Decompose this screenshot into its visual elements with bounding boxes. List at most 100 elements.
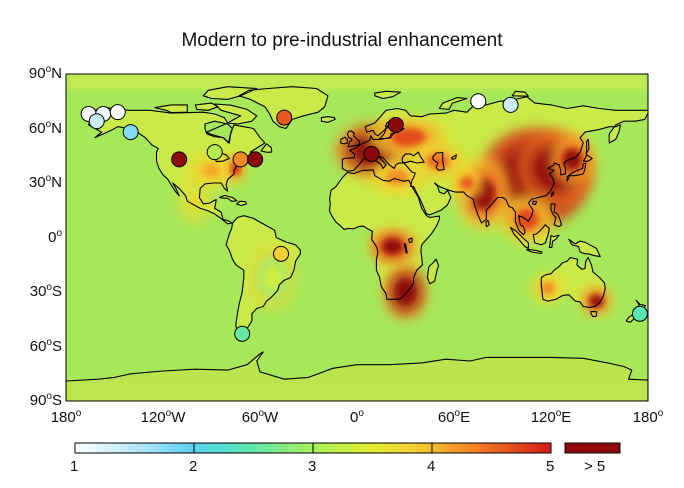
- hotspot-core-12: [540, 282, 555, 295]
- sakhalin-coast: [585, 138, 590, 155]
- lat-label-hemisphere: S: [51, 283, 62, 300]
- lat-label: 30oS: [30, 282, 62, 300]
- site-marker-9: [276, 109, 293, 126]
- site-marker-10: [273, 245, 290, 262]
- degree-symbol: o: [454, 408, 461, 419]
- lat-label-value: 30: [28, 174, 46, 191]
- coastlines: [66, 86, 648, 401]
- great-britain-coast: [346, 130, 360, 148]
- newfoundland-coast: [260, 143, 273, 153]
- degree-symbol: o: [555, 408, 562, 419]
- lat-label-value: 90: [28, 65, 46, 82]
- enhancement-hotspots: [178, 115, 613, 320]
- site-marker-12: [363, 145, 380, 162]
- colorbar-tick-label: 4: [427, 458, 436, 475]
- novaya-zemlya-coast: [438, 97, 468, 110]
- victoria-coast: [408, 237, 413, 244]
- colorbar-overflow-swatch: [564, 442, 621, 454]
- lat-label-value: 0: [48, 228, 57, 246]
- site-marker-13: [387, 116, 404, 133]
- ellesmere-land: [203, 86, 257, 100]
- madagascar-land: [427, 259, 439, 284]
- java-land: [526, 249, 543, 254]
- taiwan-coast: [550, 191, 554, 198]
- java-coast: [526, 248, 543, 255]
- lat-label-value: 60: [29, 337, 47, 355]
- canada-arctic-2-coast: [194, 102, 219, 111]
- lon-label-value: 0: [350, 409, 359, 426]
- sumatra-coast: [510, 226, 529, 249]
- borneo-coast: [532, 224, 550, 246]
- baffin-coast: [214, 103, 258, 125]
- ellesmere-coast: [202, 86, 258, 100]
- hainan-coast: [531, 200, 538, 205]
- hotspot-core-8: [386, 169, 409, 186]
- hotspot-core-2: [562, 149, 582, 170]
- lon-label-value: 60: [437, 409, 455, 426]
- site-marker-4: [88, 113, 105, 130]
- colorbar-tick-label: 3: [308, 458, 317, 475]
- lon-label-value: 60: [241, 409, 259, 426]
- sri-lanka-coast: [485, 219, 490, 228]
- hotspot-core-16: [188, 192, 203, 211]
- hotspot-core-9: [396, 280, 415, 304]
- degree-symbol: o: [165, 408, 172, 419]
- hispaniola-coast: [236, 200, 247, 207]
- hotspot-core-17: [263, 264, 282, 291]
- lon-label: 120oE: [531, 408, 572, 426]
- lon-label: 120oW: [141, 408, 186, 426]
- site-marker-14: [470, 93, 487, 110]
- site-marker-16: [631, 305, 648, 322]
- hotspot-core-4: [460, 176, 474, 190]
- aral-coast: [451, 154, 457, 160]
- antarctica-land: [66, 351, 648, 401]
- degree-symbol: o: [46, 282, 52, 293]
- sulawesi-coast: [548, 234, 560, 249]
- lon-label-hemisphere: E: [561, 409, 572, 426]
- lat-label-hemisphere: S: [51, 392, 62, 409]
- lat-label: 0o: [48, 228, 62, 246]
- lon-label-value: 180: [632, 409, 658, 426]
- lon-label: 60oW: [242, 408, 278, 426]
- lon-label-value: 180: [50, 409, 76, 426]
- site-marker-6: [206, 144, 223, 161]
- lat-label: 90oN: [29, 64, 62, 82]
- degree-symbol: o: [45, 173, 52, 184]
- lon-label-value: 120: [140, 409, 166, 426]
- lon-label: 180o: [633, 408, 664, 426]
- svalbard-coast: [374, 90, 402, 100]
- degree-symbol: o: [75, 408, 82, 419]
- black-sea-coast: [401, 151, 425, 164]
- iceland-coast: [320, 116, 336, 123]
- madagascar-coast: [426, 258, 440, 285]
- hotspot-core-14: [201, 162, 222, 178]
- site-marker-11: [234, 325, 251, 342]
- colorbar-overflow-label: > 5: [584, 458, 606, 475]
- site-marker-2: [109, 104, 126, 121]
- antarctica-coast: [66, 351, 648, 401]
- lat-label-value: 90: [29, 392, 47, 409]
- colorbar-tick-label: 1: [70, 458, 79, 475]
- degree-symbol: o: [258, 408, 265, 419]
- japan-honshu-coast: [566, 162, 587, 182]
- japan-hokkaido-coast: [582, 154, 593, 162]
- ice-core-sites: [80, 93, 648, 342]
- site-marker-8: [247, 151, 264, 168]
- lat-label-hemisphere: S: [51, 337, 62, 355]
- colorbar-tick-label: 2: [189, 458, 198, 475]
- lon-label-hemisphere: E: [460, 409, 471, 426]
- degree-symbol: o: [56, 227, 62, 239]
- philippines-coast: [550, 203, 563, 228]
- cuba-coast: [219, 194, 238, 202]
- colorbar: [74, 442, 621, 454]
- australia-coast: [540, 256, 606, 308]
- lon-label-value: 120: [530, 409, 556, 426]
- lon-label: 180o: [51, 408, 82, 426]
- hotspot-core-7: [426, 153, 450, 169]
- iceland-land: [321, 116, 336, 123]
- lat-label-value: 60: [28, 119, 46, 137]
- degree-symbol: o: [46, 391, 52, 402]
- tanganyika-coast: [403, 243, 408, 254]
